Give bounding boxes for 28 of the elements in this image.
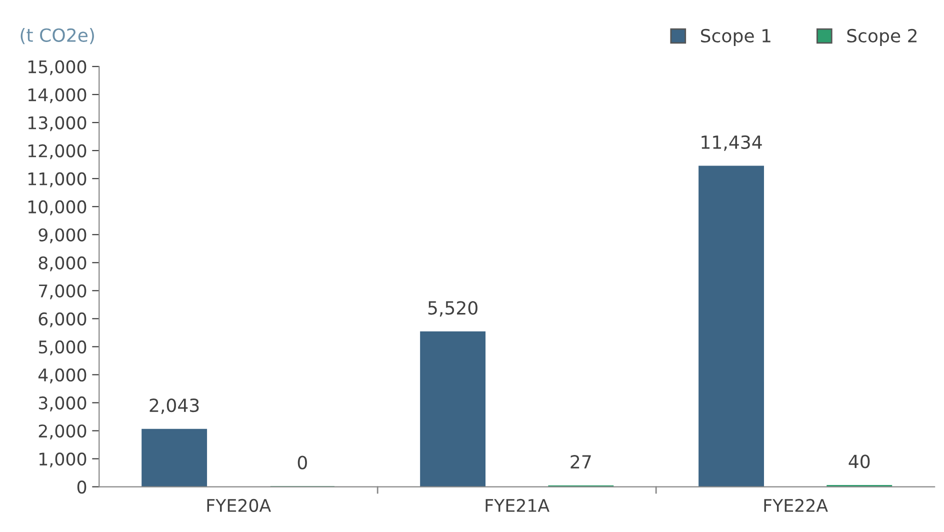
y-tick-label: 4,000 [38, 368, 86, 384]
y-tick-label: 1,000 [40, 452, 86, 468]
legend-label: Scope 2 [847, 28, 916, 46]
legend-label: Scope 1 [701, 28, 770, 46]
y-axis-title: (t CO2e) [20, 28, 94, 44]
y-tick-label: 10,000 [28, 200, 86, 216]
y-tick-label: 5,000 [38, 340, 86, 356]
data-label: 5,520 [428, 301, 478, 317]
y-tick-label: 15,000 [28, 60, 86, 76]
y-tick-label: 7,000 [39, 284, 86, 300]
y-tick-label: 13,000 [28, 116, 86, 132]
y-tick-label: 3,000 [38, 396, 86, 412]
y-tick-label: 8,000 [38, 256, 86, 272]
x-tick-label: FYE20A [207, 498, 271, 512]
data-label: 11,434 [702, 135, 762, 151]
x-tick-label: FYE21A [486, 498, 550, 512]
data-label: 40 [848, 454, 870, 468]
x-tick-label: FYE22A [764, 498, 828, 512]
data-label: 2,043 [150, 398, 199, 414]
y-tick-label: 11,000 [28, 172, 86, 188]
y-tick-label: 14,000 [28, 88, 86, 104]
data-label: 0 [298, 456, 307, 470]
y-tick-label: 12,000 [28, 144, 86, 160]
y-tick-label: 2,000 [38, 424, 86, 440]
data-label: 27 [570, 454, 591, 468]
y-tick-label: 0 [77, 480, 86, 494]
y-tick-label: 9,000 [38, 228, 86, 244]
y-tick-label: 6,000 [38, 312, 86, 328]
